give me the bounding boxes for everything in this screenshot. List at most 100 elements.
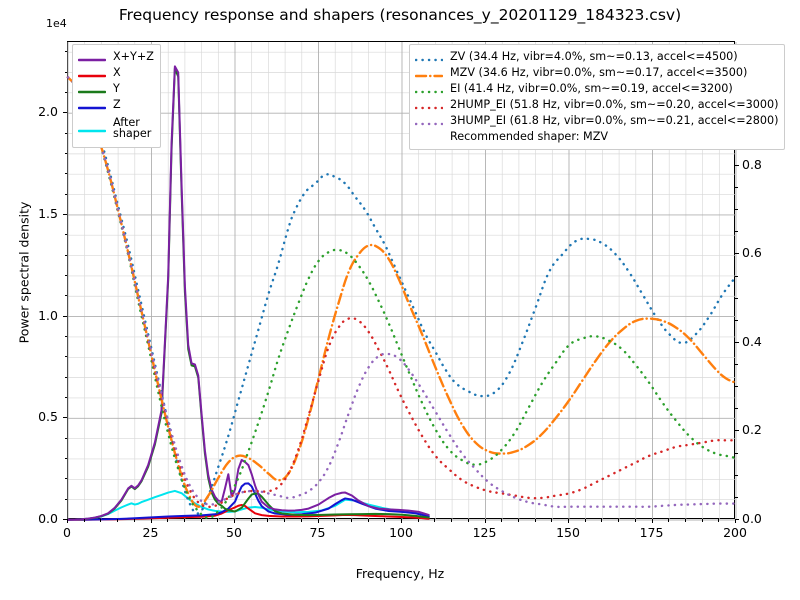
x-tick-label: 125: [472, 525, 497, 540]
legend-swatch-x: [77, 67, 107, 79]
x-tick-label: 50: [226, 525, 242, 540]
y-tick-right: [735, 164, 739, 166]
legend-shaper[interactable]: ZV (34.4 Hz, vibr=4.0%, sm~=0.13, accel<…: [409, 44, 786, 150]
legend-note: Recommended shaper: MZV: [415, 129, 778, 145]
y-tick-left: [63, 213, 67, 215]
x-tick-label: 100: [389, 525, 413, 540]
y-tick-label-right: 0.0: [742, 511, 762, 526]
x-tick: [735, 519, 736, 523]
legend-item[interactable]: 3HUMP_EI (61.8 Hz, vibr=0.0%, sm~=0.21, …: [414, 113, 779, 129]
legend-psd[interactable]: X+Y+Z X Y Z After shaper: [72, 44, 161, 148]
x-tick: [234, 519, 235, 523]
x-tick: [534, 519, 536, 522]
y-tick-left: [64, 274, 67, 276]
series-layer: [66, 65, 738, 521]
series-ei: [66, 76, 738, 519]
x-tick: [684, 519, 686, 522]
y-tick-right: [735, 187, 738, 189]
legend-item-label: 2HUMP_EI (51.8 Hz, vibr=0.0%, sm~=0.20, …: [450, 98, 779, 112]
x-tick-label: 25: [142, 525, 159, 540]
y-tick-right: [735, 519, 739, 520]
x-tick: [133, 519, 135, 522]
x-tick: [601, 519, 603, 522]
x-tick: [350, 519, 352, 522]
y-tick-right: [735, 253, 739, 255]
x-tick: [183, 519, 185, 522]
y-tick-left: [64, 437, 67, 439]
y-tick-left: [64, 71, 67, 73]
x-tick: [250, 519, 252, 522]
y-tick-left: [64, 335, 67, 337]
plot-canvas: [66, 42, 738, 521]
y-tick-left: [64, 132, 67, 134]
legend-line-sample: [77, 106, 107, 110]
y-tick-left: [64, 457, 67, 459]
legend-item[interactable]: After shaper: [77, 113, 154, 143]
y-tick-right: [735, 386, 738, 388]
legend-item[interactable]: Y: [77, 81, 154, 97]
y-tick-label-left: 0.0: [38, 511, 58, 526]
y-tick-left: [64, 173, 67, 175]
y-tick-right: [735, 297, 738, 299]
legend-item[interactable]: X: [77, 65, 154, 81]
legend-swatch-2hump_ei: [414, 99, 444, 111]
x-tick: [284, 519, 286, 522]
legend-item[interactable]: X+Y+Z: [77, 49, 154, 65]
y-tick-label-left: 1.0: [38, 307, 58, 323]
x-tick: [83, 519, 85, 522]
y-tick-left: [64, 498, 67, 500]
x-tick: [668, 519, 670, 522]
legend-item-label: 3HUMP_EI (61.8 Hz, vibr=0.0%, sm~=0.21, …: [450, 114, 779, 128]
legend-line-sample: [77, 58, 107, 62]
x-tick: [568, 519, 569, 523]
y-tick-label-right: 0.4: [742, 333, 762, 349]
y-tick-left: [64, 91, 67, 93]
y-tick-left: [64, 356, 67, 358]
y-axis-offset-text: 1e4: [46, 17, 67, 30]
legend-item[interactable]: EI (41.4 Hz, vibr=0.0%, sm~=0.19, accel<…: [414, 81, 778, 97]
y-tick-left: [64, 396, 67, 398]
legend-swatch-ei: [414, 83, 444, 95]
y-tick-label-right: 0.2: [742, 422, 762, 438]
legend-note-spacer: [415, 131, 443, 143]
x-tick: [701, 519, 703, 522]
recommended-shaper-label: Recommended shaper: MZV: [450, 130, 609, 144]
x-tick: [467, 519, 469, 522]
x-tick: [451, 519, 453, 522]
x-tick: [117, 519, 119, 522]
legend-line-sample: [77, 74, 107, 78]
y-tick-left: [64, 51, 67, 53]
x-tick: [367, 519, 369, 522]
legend-item[interactable]: ZV (34.4 Hz, vibr=4.0%, sm~=0.13, accel<…: [414, 49, 778, 65]
legend-line-sample: [414, 106, 444, 110]
y-tick-label-left: 0.5: [38, 409, 58, 425]
x-tick: [317, 519, 319, 523]
x-tick-label: 75: [309, 525, 326, 540]
x-tick: [401, 519, 402, 523]
x-tick: [150, 519, 152, 523]
y-tick-label-right: 0.8: [742, 156, 762, 172]
legend-item-label: EI (41.4 Hz, vibr=0.0%, sm~=0.19, accel<…: [450, 82, 733, 96]
legend-swatch-y: [77, 83, 107, 95]
x-tick: [718, 519, 720, 522]
y-tick-left: [64, 193, 67, 195]
legend-swatch-x+y+z: [77, 51, 107, 63]
legend-swatch-mzv: [414, 67, 444, 79]
legend-item-label: MZV (34.6 Hz, vibr=0.0%, sm~=0.17, accel…: [450, 66, 748, 80]
x-tick: [651, 519, 653, 523]
x-tick-label: 200: [723, 525, 747, 540]
legend-item[interactable]: MZV (34.6 Hz, vibr=0.0%, sm~=0.17, accel…: [414, 65, 778, 81]
x-tick: [384, 519, 386, 522]
series-3hump-ei: [66, 76, 738, 509]
y-tick-label-left: 2.0: [38, 104, 58, 120]
x-tick-label: 150: [556, 525, 580, 540]
legend-line-sample: [77, 129, 107, 133]
y-tick-left: [64, 376, 67, 378]
y-tick-left: [64, 295, 67, 297]
legend-item[interactable]: Z: [77, 97, 154, 113]
y-tick-right: [735, 231, 738, 233]
legend-swatch-zv: [414, 51, 444, 63]
legend-item-label: ZV (34.4 Hz, vibr=4.0%, sm~=0.13, accel<…: [450, 50, 738, 64]
legend-item[interactable]: 2HUMP_EI (51.8 Hz, vibr=0.0%, sm~=0.20, …: [414, 97, 779, 113]
